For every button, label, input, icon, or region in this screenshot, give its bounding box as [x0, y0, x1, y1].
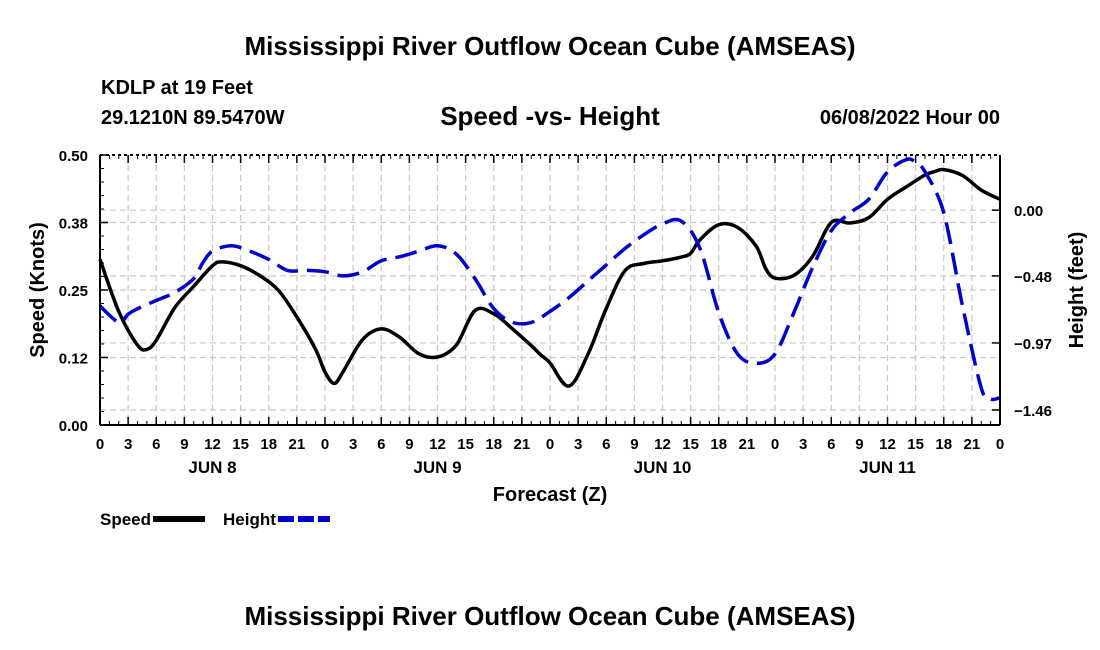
x-tick-label: 9 — [180, 436, 188, 453]
forecast-datetime: 06/08/2022 Hour 00 — [819, 107, 1000, 129]
footer-title: Mississippi River Outflow Ocean Cube (AM… — [244, 601, 856, 631]
x-tick-label: 6 — [377, 436, 385, 453]
x-tick-label: 0 — [996, 436, 1004, 453]
x-tick-label: 0 — [546, 436, 554, 453]
x-axis-title: Forecast (Z) — [493, 484, 607, 506]
left-tick-label: 0.50 — [59, 148, 88, 165]
x-tick-label: 3 — [574, 436, 582, 453]
right-tick-label: 0.00 — [1014, 203, 1043, 220]
x-tick-label: 15 — [232, 436, 249, 453]
x-tick-label: 0 — [771, 436, 779, 453]
x-tick-label: 3 — [349, 436, 357, 453]
left-axis-title: Speed (Knots) — [27, 222, 49, 358]
x-tick-label: 15 — [457, 436, 474, 453]
x-tick-label: 18 — [260, 436, 277, 453]
speed-height-chart: 0 3 6 9 12 15 18 21 0 3 6 9 12 15 18 21 0 3 6 9 12 15 18 21 0 3 6 9… — [27, 148, 1088, 529]
x-tick-label: 9 — [855, 436, 863, 453]
day-label: JUN 9 — [413, 458, 461, 477]
x-tick-label: 21 — [739, 436, 756, 453]
legend-label-height: Height — [223, 510, 276, 529]
x-tick-label: 12 — [879, 436, 896, 453]
x-tick-label: 6 — [152, 436, 160, 453]
left-tick-label: 0.38 — [59, 216, 88, 233]
coordinates-label: 29.1210N 89.5470W — [101, 107, 285, 129]
series-line-height — [98, 157, 1001, 402]
x-tick-label: 3 — [124, 436, 132, 453]
day-label: JUN 8 — [188, 458, 236, 477]
station-label: KDLP at 19 Feet — [101, 77, 253, 99]
page-title: Mississippi River Outflow Ocean Cube (AM… — [244, 31, 856, 61]
right-tick-label: −0.97 — [1014, 336, 1052, 353]
left-tick-label: 0.00 — [59, 418, 88, 435]
x-tick-label: 18 — [485, 436, 502, 453]
x-tick-label: 6 — [827, 436, 835, 453]
x-tick-label: 12 — [429, 436, 446, 453]
legend-label-speed: Speed — [100, 510, 151, 529]
series-line-speed — [98, 167, 1001, 388]
day-label: JUN 10 — [634, 458, 692, 477]
x-tick-label: 9 — [630, 436, 638, 453]
x-tick-label: 9 — [405, 436, 413, 453]
x-tick-label: 3 — [799, 436, 807, 453]
day-label: JUN 11 — [859, 458, 916, 477]
right-tick-label: −0.48 — [1014, 269, 1052, 286]
x-tick-label: 18 — [710, 436, 727, 453]
x-tick-label: 18 — [935, 436, 952, 453]
left-tick-label: 0.12 — [59, 351, 88, 368]
x-tick-label: 21 — [514, 436, 531, 453]
x-tick-label: 21 — [964, 436, 981, 453]
left-tick-label: 0.25 — [59, 283, 88, 300]
x-tick-label: 6 — [602, 436, 610, 453]
x-tick-label: 15 — [907, 436, 924, 453]
right-tick-label: −1.46 — [1014, 403, 1052, 420]
x-tick-label: 21 — [289, 436, 306, 453]
x-tick-label: 15 — [682, 436, 699, 453]
x-tick-label: 0 — [96, 436, 104, 453]
x-tick-label: 12 — [654, 436, 671, 453]
right-axis-title: Height (feet) — [1066, 232, 1088, 349]
x-tick-label: 12 — [204, 436, 221, 453]
x-tick-label: 0 — [321, 436, 329, 453]
chart-subtitle: Speed -vs- Height — [440, 101, 660, 131]
